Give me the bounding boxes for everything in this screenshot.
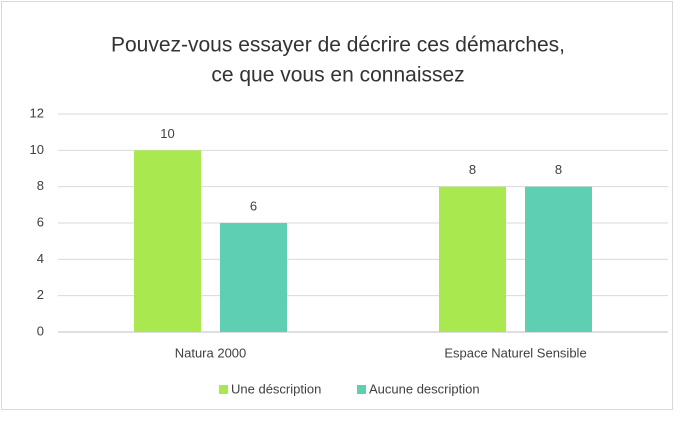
- data-label: 8: [469, 162, 476, 177]
- chart-title: ce que vous en connaissez: [211, 64, 464, 87]
- x-tick-label: Espace Naturel Sensible: [444, 345, 586, 360]
- data-label: 6: [250, 198, 257, 213]
- x-tick-label: Natura 2000: [175, 345, 247, 360]
- data-label: 8: [555, 162, 562, 177]
- y-tick-label: 8: [37, 178, 44, 193]
- y-tick-label: 12: [30, 105, 44, 120]
- legend-swatch: [357, 385, 366, 394]
- bar: [220, 223, 287, 332]
- y-tick-label: 2: [37, 287, 44, 302]
- bar: [439, 186, 506, 332]
- y-tick-label: 10: [30, 142, 44, 157]
- chart-title: Pouvez-vous essayer de décrire ces démar…: [111, 34, 565, 57]
- y-tick-label: 0: [37, 323, 44, 338]
- y-tick-label: 4: [37, 251, 44, 266]
- legend-label: Une déscription: [231, 381, 321, 396]
- data-label: 10: [160, 126, 174, 141]
- bar: [134, 150, 201, 332]
- y-tick-label: 6: [37, 214, 44, 229]
- bar: [525, 186, 592, 332]
- legend-swatch: [219, 385, 228, 394]
- legend-label: Aucune description: [369, 381, 480, 396]
